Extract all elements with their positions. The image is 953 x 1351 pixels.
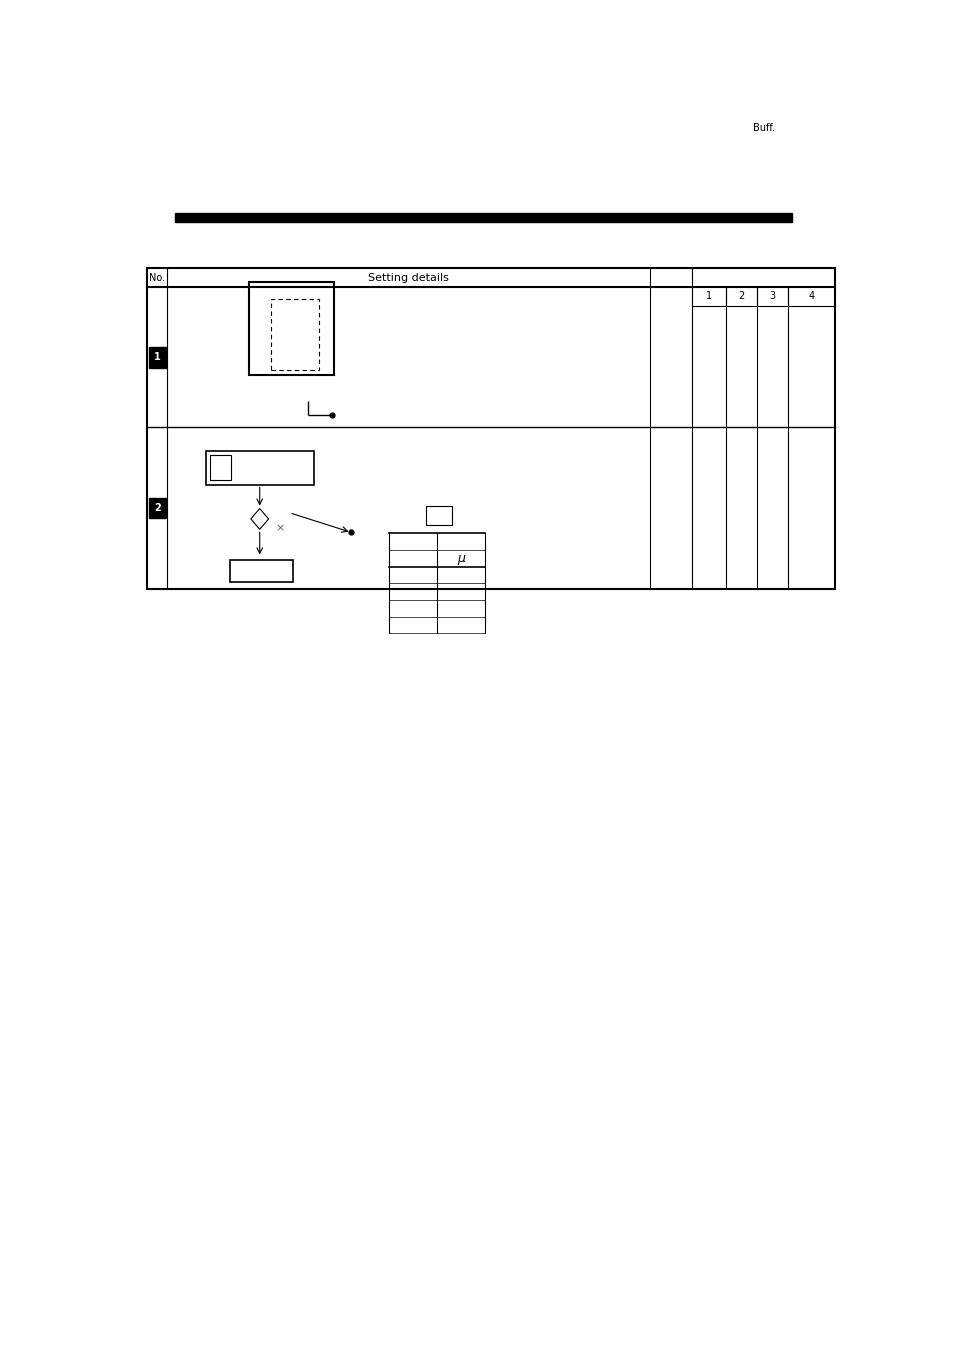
- Text: ×: ×: [275, 523, 285, 534]
- Bar: [249, 282, 334, 376]
- Text: 2: 2: [153, 503, 160, 513]
- Bar: [210, 455, 231, 481]
- Bar: [174, 213, 791, 223]
- Bar: [149, 347, 166, 367]
- Text: μ: μ: [456, 553, 465, 565]
- Text: Buff.: Buff.: [752, 123, 774, 134]
- Bar: [230, 559, 293, 582]
- Text: 1: 1: [705, 292, 711, 301]
- Bar: [149, 497, 166, 519]
- Text: No.: No.: [149, 273, 165, 282]
- Text: Setting details: Setting details: [368, 273, 449, 282]
- Text: 2: 2: [737, 292, 743, 301]
- Text: 4: 4: [808, 292, 814, 301]
- Text: 3: 3: [769, 292, 775, 301]
- Text: 1: 1: [153, 353, 160, 362]
- Bar: [271, 300, 318, 370]
- Bar: [147, 269, 834, 589]
- Bar: [426, 507, 452, 526]
- Bar: [206, 451, 314, 485]
